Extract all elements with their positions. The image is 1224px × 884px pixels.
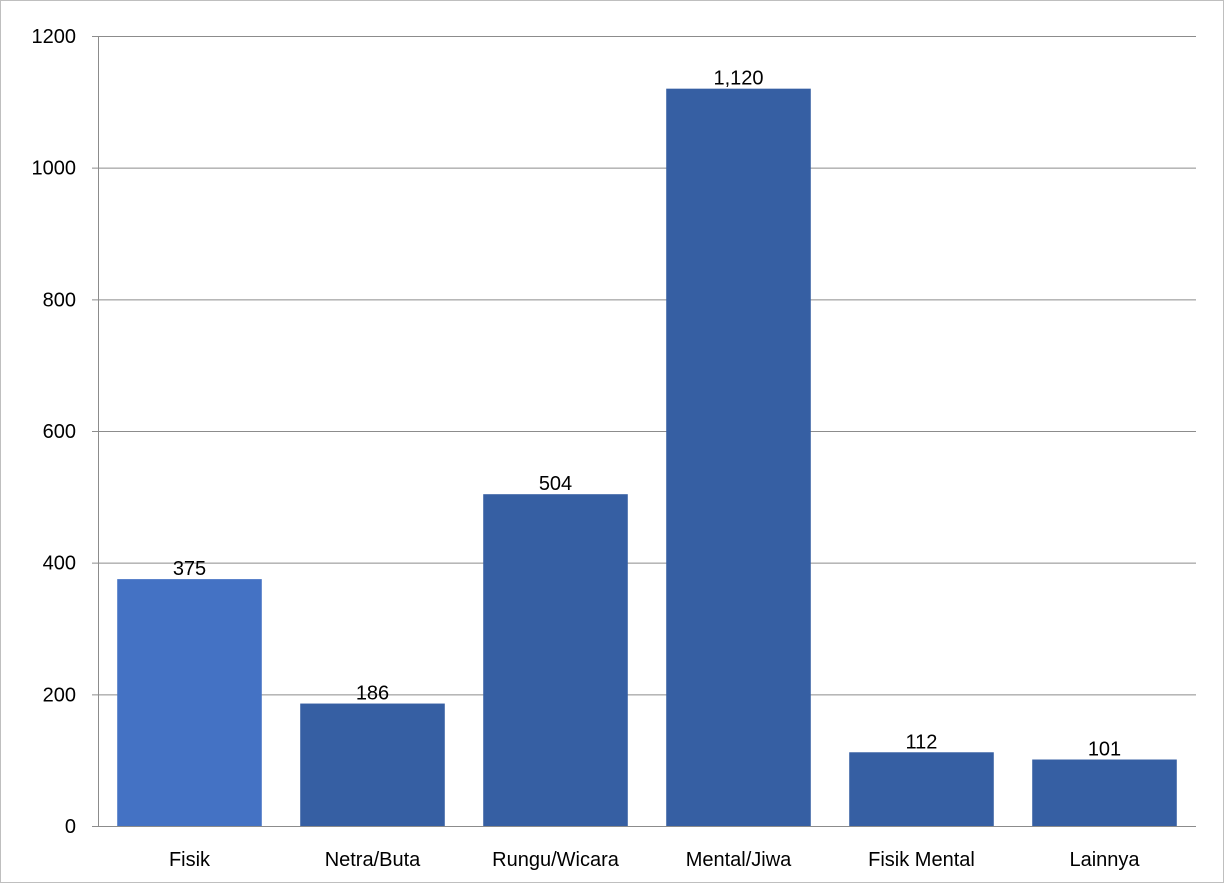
y-tick-label: 0 (65, 816, 76, 838)
bar-mental-jiwa (666, 88, 811, 826)
bar-fisik-mental (849, 752, 994, 826)
data-labels: 375 186 504 1,120 112 101 (173, 68, 1121, 761)
bar-fisik (117, 579, 262, 826)
data-label: 504 (539, 473, 572, 495)
x-tick-label: Fisik Mental (868, 849, 975, 871)
data-label: 112 (906, 731, 938, 753)
data-label: 1,120 (713, 68, 763, 90)
data-label: 375 (173, 558, 206, 580)
data-label: 186 (356, 683, 389, 705)
y-tick-label: 400 (43, 553, 76, 575)
y-tick-label: 600 (43, 421, 76, 443)
x-tick-label: Mental/Jiwa (686, 849, 792, 871)
y-tick-labels: 0 200 400 600 800 1000 1200 (32, 26, 77, 838)
bars (117, 88, 1177, 826)
axes (92, 36, 1196, 827)
bar-rungu-wicara (483, 494, 628, 826)
y-tick-label: 1000 (32, 158, 77, 180)
y-tick-label: 800 (43, 289, 76, 311)
bar-netra-buta (300, 703, 445, 826)
gridlines (92, 36, 1196, 696)
x-tick-label: Lainnya (1069, 849, 1140, 871)
x-tick-label: Rungu/Wicara (492, 849, 620, 871)
x-tick-labels: Fisik Netra/Buta Rungu/Wicara Mental/Jiwa Fi… (169, 849, 1140, 871)
bar-lainnya (1032, 759, 1177, 826)
x-tick-label: Fisik (169, 849, 211, 871)
y-tick-label: 1200 (32, 26, 77, 48)
y-tick-label: 200 (43, 684, 76, 706)
data-label: 101 (1088, 739, 1121, 761)
x-tick-label: Netra/Buta (325, 849, 421, 871)
